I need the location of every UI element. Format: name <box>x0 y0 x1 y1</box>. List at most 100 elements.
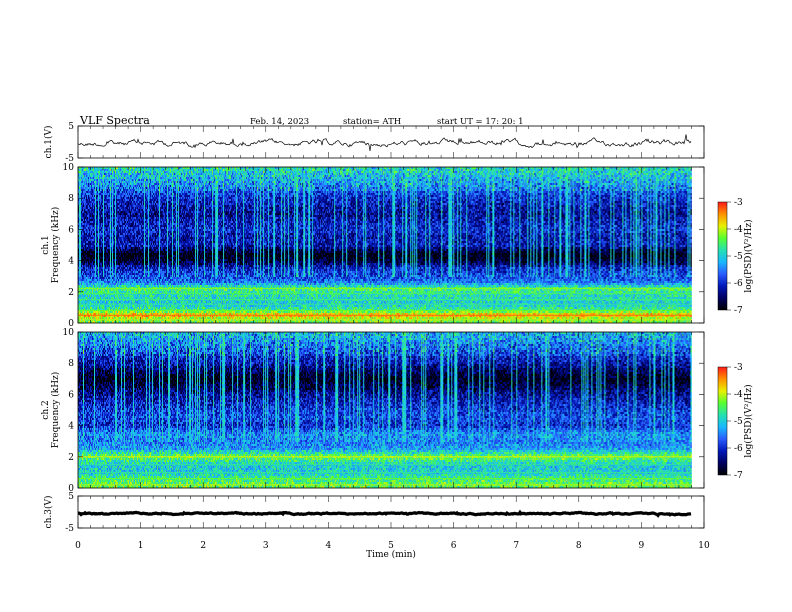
spectrogram-cell <box>187 173 189 175</box>
spectrogram-cell <box>318 169 320 171</box>
spectrogram-cell <box>274 169 276 171</box>
spectrogram-cell <box>503 171 505 173</box>
spectrogram-cell <box>123 169 125 171</box>
spectrogram-cell <box>579 169 581 171</box>
spectrogram-cell <box>579 171 581 173</box>
spectrogram-cell <box>155 169 157 171</box>
spectrogram-cell <box>96 171 98 173</box>
spectrogram-cell <box>278 173 280 175</box>
spectrogram-cell <box>611 171 615 173</box>
spectrogram-cell <box>655 169 657 171</box>
spectrogram-cell <box>310 169 312 171</box>
spectrogram-cell <box>257 171 259 173</box>
spectrogram-cell <box>374 169 376 171</box>
spectrogram-cell <box>443 169 445 171</box>
spectrogram-cell <box>671 169 673 171</box>
spectrogram-cell <box>690 171 691 173</box>
spectrogram-cell <box>454 171 457 173</box>
spectrogram-cell <box>460 171 462 173</box>
spectrogram-cell <box>408 171 410 173</box>
spectrogram-cell <box>78 171 81 173</box>
spectrogram-cell <box>374 171 376 173</box>
spectrogram-cell <box>161 171 163 173</box>
spectrogram-cell <box>346 169 348 171</box>
ch1-waveform-line <box>78 134 691 151</box>
spectrogram-cell <box>262 173 264 175</box>
spectrogram-cell <box>296 173 298 175</box>
spectrogram-cell <box>237 171 239 173</box>
spectrogram-cell <box>176 173 178 175</box>
spectrogram-cell <box>276 171 278 173</box>
spectrogram-cell <box>208 169 210 171</box>
spectrogram-cell <box>477 171 479 173</box>
spectrogram-cell <box>686 171 688 173</box>
spectrogram-cell <box>475 171 477 173</box>
spectrogram-cell <box>393 169 396 171</box>
spectrogram-cell <box>209 173 211 175</box>
spectrogram-cell <box>139 173 141 175</box>
spectrogram-cell <box>144 169 148 171</box>
spectrogram-cell <box>367 171 369 173</box>
spectrogram-cell <box>538 171 540 173</box>
date-label: Feb. 14, 2023 <box>250 117 309 127</box>
spectrogram-cell <box>162 173 164 175</box>
spectrogram-cell <box>121 169 123 171</box>
spectrogram-cell <box>273 171 275 173</box>
spectrogram-cell <box>598 169 600 171</box>
spectrogram-cell <box>165 171 167 173</box>
spectrogram-cell <box>147 171 149 173</box>
spectrogram-cell <box>534 169 536 171</box>
spectrogram-cell <box>270 169 272 171</box>
spectrogram-cell <box>357 171 359 173</box>
spectrogram-cell <box>287 171 289 173</box>
spectrogram-cell <box>585 169 588 171</box>
spectrogram-cell <box>609 169 611 171</box>
spectrogram-cell <box>199 173 201 175</box>
spectrogram-cell <box>149 171 151 173</box>
spectrogram-cell <box>644 169 646 171</box>
spectrogram-cell <box>315 169 317 171</box>
spectrogram-cell <box>285 169 287 171</box>
spectrogram-cell <box>673 169 675 171</box>
spectrogram-cell <box>158 173 160 175</box>
spectrogram-cell <box>210 169 213 171</box>
spectrogram-cell <box>332 169 335 171</box>
spectrogram-cell <box>572 169 574 171</box>
spectrogram-cell <box>83 173 86 175</box>
spectrogram-cell <box>84 169 86 171</box>
spectrogram-cell <box>458 169 460 171</box>
spectrogram-cell <box>81 173 83 175</box>
spectrogram-cell <box>521 171 523 173</box>
spectrogram-cell <box>232 169 234 171</box>
spectrogram-cell <box>205 169 207 171</box>
spectrogram-cell <box>221 171 224 173</box>
spectrogram-cell <box>81 171 84 173</box>
spectrogram-cell <box>194 173 196 175</box>
spectrogram-cell <box>307 169 309 171</box>
ch1-waveform-panel: 5-5 ch.1(V) <box>43 122 704 164</box>
start-time-label: start UT = 17: 20: 1 <box>437 117 524 127</box>
spectrogram-cell <box>116 169 118 171</box>
spectrogram-cell <box>157 171 159 173</box>
spectrogram-cell <box>508 171 510 173</box>
spectrogram-cell <box>166 173 168 175</box>
spectrogram-cell <box>651 171 653 173</box>
ch1-waveform-ytick-label: 5 <box>68 122 74 132</box>
spectrogram-cell <box>357 169 359 171</box>
spectrogram-cell <box>95 169 98 171</box>
spectrogram-cell <box>613 169 615 171</box>
spectrogram-cell <box>470 171 472 173</box>
spectrogram-cell <box>386 169 388 171</box>
spectrogram-cell <box>100 173 102 175</box>
spectrogram-cell <box>194 169 196 171</box>
spectrogram-cell <box>684 171 686 173</box>
spectrogram-cell <box>153 173 155 175</box>
spectrogram-cell <box>226 171 228 173</box>
spectrogram-cell <box>293 171 295 173</box>
spectrogram-cell <box>589 171 591 173</box>
spectrogram-cell <box>485 171 487 173</box>
figure-title: VLF Spectra <box>79 114 150 127</box>
spectrogram-cell <box>376 171 379 173</box>
